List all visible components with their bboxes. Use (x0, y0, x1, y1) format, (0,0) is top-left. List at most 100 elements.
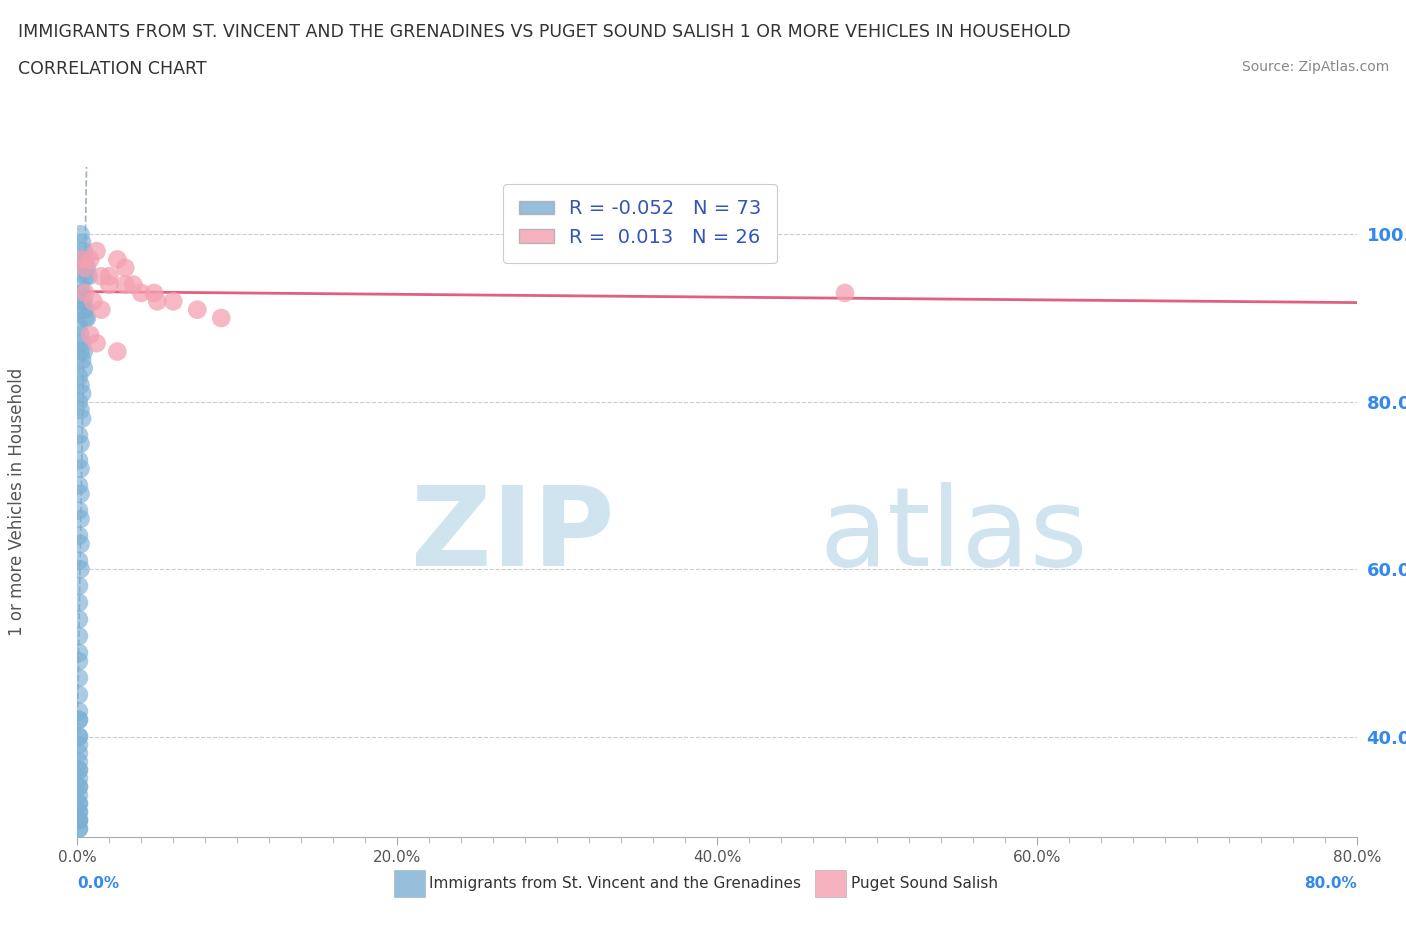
Point (75, 252, 97, 267)
Point (67, 478, 90, 493)
Point (75, 302, 97, 317)
Point (67, 821, 90, 836)
Point (79, 327, 101, 342)
Point (98, 277, 121, 292)
Text: CORRELATION CHART: CORRELATION CHART (18, 60, 207, 78)
Point (67, 729, 90, 744)
Point (67, 369, 90, 384)
Point (834, 286, 856, 300)
Point (70, 336, 93, 351)
Point (69, 436, 91, 451)
Point (86, 336, 108, 351)
Legend: R = -0.052   N = 73, R =  0.013   N = 26: R = -0.052 N = 73, R = 0.013 N = 26 (503, 184, 778, 262)
Point (67, 671, 90, 685)
Point (67, 687, 90, 702)
Point (70, 294, 93, 309)
Point (69, 461, 91, 476)
Point (67, 612, 90, 627)
Point (67, 813, 90, 828)
Point (67, 779, 90, 794)
Point (114, 260, 136, 275)
Point (67, 737, 90, 752)
Text: Immigrants from St. Vincent and the Grenadines: Immigrants from St. Vincent and the Gren… (429, 876, 801, 891)
Point (67, 813, 90, 828)
Point (69, 344, 91, 359)
Point (70, 352, 93, 367)
Point (122, 277, 145, 292)
Text: 1 or more Vehicles in Household: 1 or more Vehicles in Household (8, 368, 25, 636)
Point (73, 361, 96, 376)
Point (67, 804, 90, 819)
Point (67, 746, 90, 761)
Point (67, 813, 90, 828)
Point (67, 771, 90, 786)
Point (90, 302, 112, 317)
Point (73, 302, 96, 317)
Text: Puget Sound Salish: Puget Sound Salish (851, 876, 998, 891)
Text: 80.0%: 80.0% (1303, 876, 1357, 891)
Point (69, 403, 91, 418)
Point (69, 512, 91, 526)
Point (1378, 294, 1400, 309)
Point (77, 269, 100, 284)
Point (67, 788, 90, 803)
Point (70, 286, 93, 300)
Text: ZIP: ZIP (412, 482, 614, 590)
Point (67, 645, 90, 660)
Point (105, 344, 128, 359)
Point (73, 344, 96, 359)
Point (129, 286, 153, 300)
Point (67, 654, 90, 669)
Point (90, 269, 112, 284)
Point (114, 277, 136, 292)
Point (67, 629, 90, 644)
Text: IMMIGRANTS FROM ST. VINCENT AND THE GRENADINES VS PUGET SOUND SALISH 1 OR MORE V: IMMIGRANTS FROM ST. VINCENT AND THE GREN… (18, 23, 1071, 41)
Point (67, 704, 90, 719)
Point (98, 269, 121, 284)
Point (75, 260, 97, 275)
Point (67, 729, 90, 744)
Point (67, 394, 90, 409)
Point (143, 286, 166, 300)
Point (86, 244, 108, 259)
Point (67, 503, 90, 518)
Point (70, 386, 93, 401)
Point (69, 486, 91, 501)
Point (73, 244, 96, 259)
Point (67, 821, 90, 836)
Point (70, 411, 93, 426)
Point (67, 796, 90, 811)
Point (67, 804, 90, 819)
Point (67, 779, 90, 794)
Point (146, 294, 169, 309)
Text: Source: ZipAtlas.com: Source: ZipAtlas.com (1241, 60, 1389, 74)
Point (70, 252, 93, 267)
Point (70, 235, 93, 250)
Point (67, 319, 90, 334)
Text: atlas: atlas (820, 482, 1088, 590)
Point (69, 327, 91, 342)
Point (186, 302, 208, 317)
Point (79, 252, 101, 267)
Point (73, 260, 96, 275)
Text: 0.0%: 0.0% (77, 876, 120, 891)
Point (209, 311, 232, 325)
Point (75, 311, 97, 325)
Point (162, 294, 184, 309)
Point (75, 269, 97, 284)
Point (69, 562, 91, 577)
Point (69, 537, 91, 551)
Point (69, 378, 91, 392)
Point (67, 712, 90, 727)
Point (67, 428, 90, 443)
Point (67, 763, 90, 777)
Point (67, 553, 90, 568)
Point (69, 277, 91, 292)
Point (76, 311, 98, 325)
Point (76, 260, 98, 275)
Point (105, 252, 128, 267)
Point (67, 578, 90, 593)
Point (70, 252, 93, 267)
Point (67, 453, 90, 468)
Point (67, 763, 90, 777)
